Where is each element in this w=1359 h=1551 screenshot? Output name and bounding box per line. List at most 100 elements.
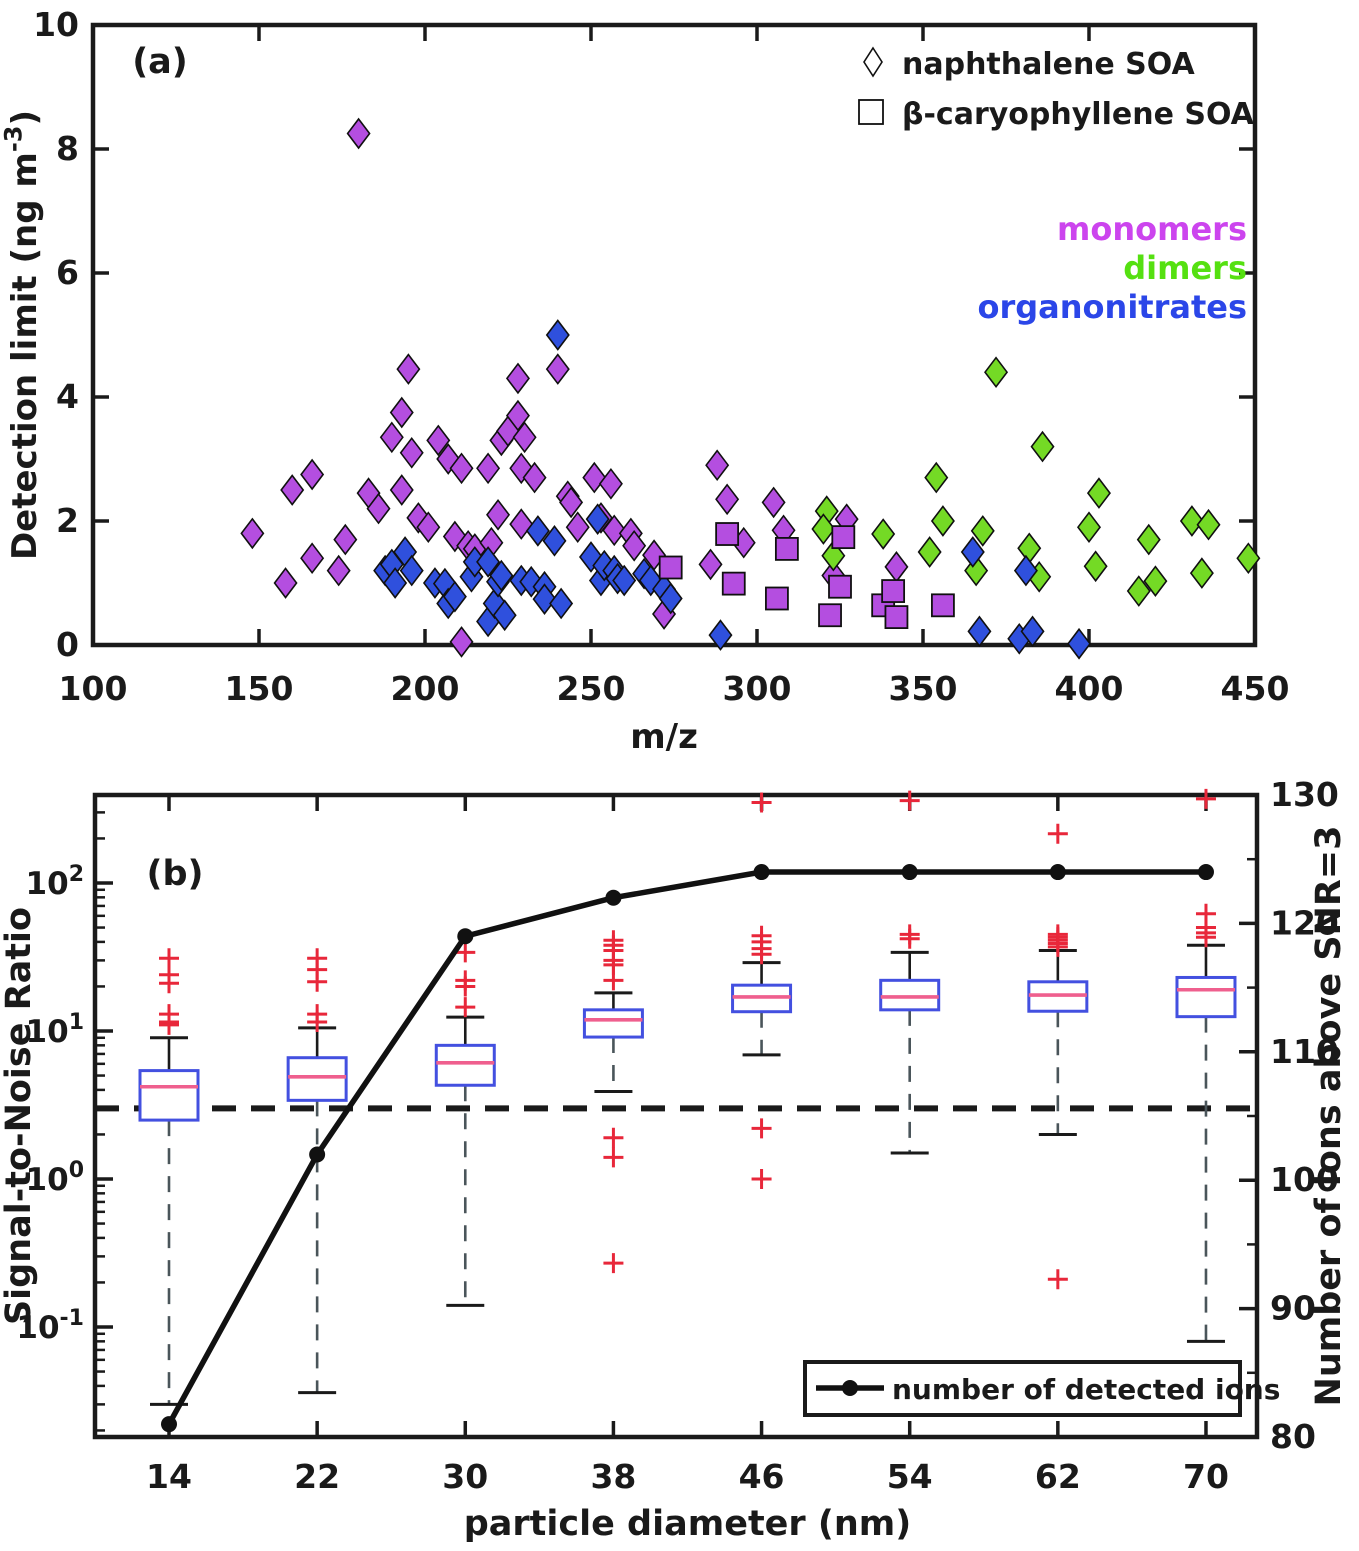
scatter-point-diamond <box>300 458 325 491</box>
scatter-point-diamond <box>545 353 570 385</box>
scatter-point-diamond <box>549 587 574 620</box>
scatter-point-diamond <box>1126 575 1151 607</box>
scatter-point-square <box>721 571 746 596</box>
scatter-point-square <box>715 522 740 546</box>
outlier-plus <box>1047 936 1068 957</box>
scatter-point-diamond <box>1017 532 1042 565</box>
outlier-plus <box>751 792 772 813</box>
panel-a-ytick-label: 10 <box>33 5 79 44</box>
boxplot-62 <box>1027 823 1089 1290</box>
boxplot-38 <box>582 930 644 1274</box>
series-0 <box>240 117 909 658</box>
scatter-point-square <box>774 537 799 561</box>
scatter-point-diamond <box>612 564 637 597</box>
box-iqr <box>138 1069 200 1122</box>
scatter-point-diamond <box>960 536 985 568</box>
outlier-plus <box>899 928 920 949</box>
series-3 <box>658 522 955 629</box>
outlier-plus <box>1047 823 1068 844</box>
panel-b-xtick-label: 46 <box>739 1457 785 1496</box>
scatter-point-diamond <box>924 461 949 494</box>
scatter-point-square <box>881 579 906 603</box>
panel-b-letter: (b) <box>146 854 203 894</box>
scatter-point-diamond <box>525 515 550 547</box>
scatter-point-diamond <box>930 505 955 537</box>
panel-b-ytick-label: 10-1 <box>16 1306 84 1346</box>
outlier-plus <box>1195 927 1216 948</box>
box-iqr <box>434 1043 496 1087</box>
scatter-point-square <box>828 574 852 599</box>
panel-b-xtick-label: 70 <box>1183 1457 1229 1496</box>
outlier-plus <box>1047 1269 1068 1290</box>
scatter-point-diamond <box>492 599 517 632</box>
panel-b-xtick-label: 62 <box>1035 1457 1081 1496</box>
scatter-point-diamond <box>622 529 647 562</box>
legend-line-marker <box>842 1380 858 1396</box>
scatter-point-diamond <box>698 548 723 581</box>
detected-ions-marker <box>161 1416 177 1433</box>
legend-bcaryophyllene-label: β-caryophyllene SOA <box>902 97 1255 132</box>
scatter-point-diamond <box>811 513 836 545</box>
scatter-point-square <box>818 603 842 628</box>
panel-a-xtick-label: 250 <box>557 669 626 708</box>
scatter-point-diamond <box>346 117 371 150</box>
scatter-point-diamond <box>379 421 404 454</box>
scatter-point-square <box>831 525 856 550</box>
scatter-point-diamond <box>984 356 1009 389</box>
scatter-point-diamond <box>442 580 467 613</box>
scatter-point-diamond <box>449 452 474 485</box>
outlier-plus <box>603 1127 624 1148</box>
scatter-point-diamond <box>884 551 909 583</box>
legend-naphthalene-label: naphthalene SOA <box>902 47 1195 82</box>
panel-b-rtick-label: 110 <box>1270 1032 1339 1071</box>
scatter-point-diamond <box>396 353 421 385</box>
outlier-plus <box>603 1253 624 1274</box>
scatter-point-diamond <box>389 474 414 506</box>
scatter-point-diamond <box>449 626 474 658</box>
panel-a-ytick-label: 8 <box>56 129 79 168</box>
panel-b-xtick-label: 54 <box>887 1457 933 1496</box>
scatter-point-diamond <box>1196 508 1221 541</box>
scatter-point-diamond <box>598 467 623 500</box>
scatter-point-square <box>884 605 909 629</box>
scatter-point-diamond <box>476 452 501 485</box>
scatter-point-diamond <box>1143 565 1168 597</box>
panel-b-ytick-label: 100 <box>26 1158 84 1198</box>
scatter-point-diamond <box>1236 542 1261 575</box>
outlier-plus <box>159 1014 179 1035</box>
box-iqr <box>879 978 941 1012</box>
scatter-point-diamond <box>476 546 501 578</box>
scatter-point-diamond <box>333 523 358 556</box>
scatter-point-diamond <box>871 518 896 550</box>
panel-b-right-axis-title: Number of ions above SNR=3 <box>1309 826 1349 1407</box>
panel-b-rtick-label: 100 <box>1270 1160 1339 1199</box>
panel-a-xtick-label: 450 <box>1221 669 1290 708</box>
panel-b-rtick-label: 90 <box>1270 1289 1316 1328</box>
panel-a-xaxis-title: m/z <box>630 717 698 757</box>
scatter-point-diamond <box>489 559 514 592</box>
panel-a: 100 150 200 250 300 350 400 450 0 2 4 6 8 10 m/z Detect… <box>0 5 1289 757</box>
scatter-point-diamond <box>705 449 730 482</box>
scatter-point-diamond <box>399 554 424 587</box>
scatter-point-diamond <box>273 567 298 599</box>
legend-diamond-icon <box>863 46 883 78</box>
scatter-point-diamond <box>512 421 537 454</box>
scatter-point-diamond <box>559 486 584 519</box>
boxplot-70 <box>1175 788 1237 1343</box>
panel-a-xtick-label: 100 <box>59 669 128 708</box>
outlier-plus <box>455 997 476 1018</box>
scatter-point-diamond <box>602 514 627 547</box>
scatter-point-diamond <box>280 474 305 506</box>
panel-a-yaxis-title: Detection limit (ng m-3) <box>0 110 45 560</box>
legend-color-organonitrates: organonitrates <box>978 288 1248 326</box>
scatter-point-diamond <box>326 554 351 587</box>
scatter-point-diamond <box>715 483 740 516</box>
boxplot-46 <box>731 792 793 1189</box>
panel-a-xtick-label: 150 <box>225 669 294 708</box>
outlier-plus <box>751 1169 772 1189</box>
outlier-plus <box>455 976 476 997</box>
scatter-point-diamond <box>399 436 424 469</box>
outlier-plus <box>751 944 772 965</box>
outlier-plus <box>455 942 476 963</box>
